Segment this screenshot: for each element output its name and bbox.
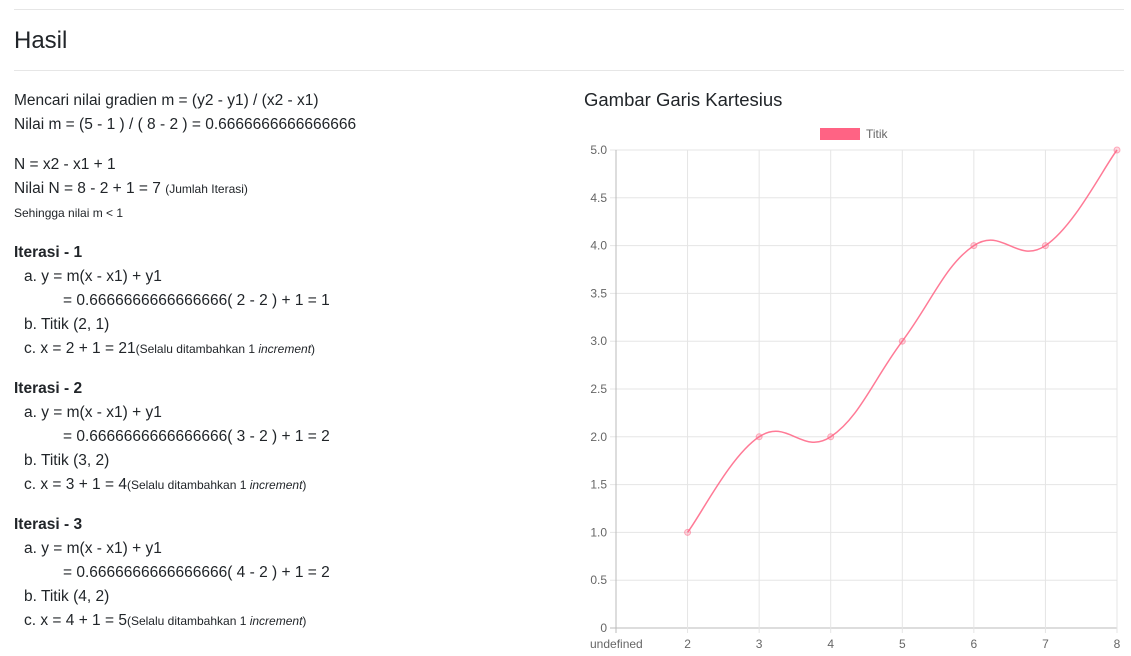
gradient-value: Nilai m = (5 - 1 ) / ( 8 - 2 ) = 0.66666… <box>14 116 357 133</box>
y-tick-label: 2.5 <box>590 382 607 396</box>
y-tick-label: 4.5 <box>590 191 607 205</box>
x-tick-label: 5 <box>899 637 906 651</box>
gradient-condition: Sehingga nilai m < 1 <box>14 206 124 220</box>
iteration-title: Iterasi - 1 <box>14 244 83 261</box>
y-tick-label: 2.0 <box>590 430 607 444</box>
x-tick-label: 7 <box>1042 637 1049 651</box>
gradient-formula: Mencari nilai gradien m = (y2 - y1) / (x… <box>14 92 319 109</box>
x-tick-label: 3 <box>756 637 763 651</box>
iteration-y-value: = 0.6666666666666666( 2 - 2 ) + 1 = 1 <box>63 292 330 309</box>
x-tick-label: 6 <box>971 637 978 651</box>
iteration-count-value: Nilai N = 8 - 2 + 1 = 7 (Jumlah Iterasi) <box>14 180 248 197</box>
y-tick-label: 3.0 <box>590 334 607 348</box>
title-divider <box>14 70 1124 71</box>
legend-label: Titik <box>866 127 889 141</box>
increment-note: (Selalu ditambahkan 1 increment) <box>126 478 307 492</box>
y-tick-label: 1.5 <box>590 478 607 492</box>
iteration-x-step: c. x = 3 + 1 = 4(Selalu ditambahkan 1 in… <box>24 476 307 493</box>
data-point <box>1041 242 1049 250</box>
iteration-formula: a. y = m(x - x1) + y1 <box>24 540 162 557</box>
iteration-point: b. Titik (3, 2) <box>24 452 110 469</box>
iteration-title: Iterasi - 3 <box>14 516 83 533</box>
increment-note: (Selalu ditambahkan 1 increment) <box>135 342 316 356</box>
y-tick-label: 1.0 <box>590 525 607 539</box>
increment-note: (Selalu ditambahkan 1 increment) <box>126 614 307 628</box>
data-point <box>827 433 835 441</box>
calculation-panel: Mencari nilai gradien m = (y2 - y1) / (x… <box>14 89 554 633</box>
y-tick-label: 0.5 <box>590 573 607 587</box>
data-point <box>684 528 692 536</box>
page-title: Hasil <box>14 27 68 54</box>
iteration-block: Iterasi - 2 a. y = m(x - x1) + y1 = 0.6666… <box>14 361 554 497</box>
iteration-x-step: c. x = 4 + 1 = 5(Selalu ditambahkan 1 in… <box>24 612 307 629</box>
data-point <box>755 433 763 441</box>
iteration-block: Iterasi - 3 a. y = m(x - x1) + y1 = 0.6666… <box>14 497 554 633</box>
iteration-y-value: = 0.6666666666666666( 4 - 2 ) + 1 = 2 <box>63 564 330 581</box>
y-tick-label: 0 <box>600 621 607 635</box>
y-tick-label: 5.0 <box>590 143 607 157</box>
iteration-y-value: = 0.6666666666666666( 3 - 2 ) + 1 = 2 <box>63 428 330 445</box>
series-line-titik <box>686 149 1118 533</box>
data-point <box>1113 146 1121 154</box>
iteration-block: Iterasi - 1 a. y = m(x - x1) + y1 = 0.6666… <box>14 225 554 361</box>
data-point <box>898 337 906 345</box>
cartesian-line-chart: 0 0.5 1.0 1.5 2.0 2.5 3.0 3.5 4.0 4.5 5.0 undefined… <box>590 127 1121 651</box>
x-tick-label: undefined <box>590 637 643 651</box>
iterations-list: Iterasi - 1 a. y = m(x - x1) + y1 = 0.6666… <box>14 225 554 633</box>
x-tick-label: 8 <box>1114 637 1121 651</box>
iteration-point: b. Titik (2, 1) <box>24 316 110 333</box>
iteration-formula: a. y = m(x - x1) + y1 <box>24 268 162 285</box>
legend-swatch <box>820 128 860 140</box>
top-divider <box>14 9 1124 10</box>
iteration-count-formula: N = x2 - x1 + 1 <box>14 156 116 173</box>
iteration-title: Iterasi - 2 <box>14 380 83 397</box>
chart-title: Gambar Garis Kartesius <box>584 89 783 110</box>
iteration-point: b. Titik (4, 2) <box>24 588 110 605</box>
iteration-x-step: c. x = 2 + 1 = 21(Selalu ditambahkan 1 i… <box>24 340 316 357</box>
y-tick-label: 3.5 <box>590 286 607 300</box>
x-tick-label: 2 <box>684 637 691 651</box>
x-tick-label: 4 <box>827 637 834 651</box>
y-tick-label: 4.0 <box>590 239 607 253</box>
iteration-formula: a. y = m(x - x1) + y1 <box>24 404 162 421</box>
data-point <box>970 242 978 250</box>
